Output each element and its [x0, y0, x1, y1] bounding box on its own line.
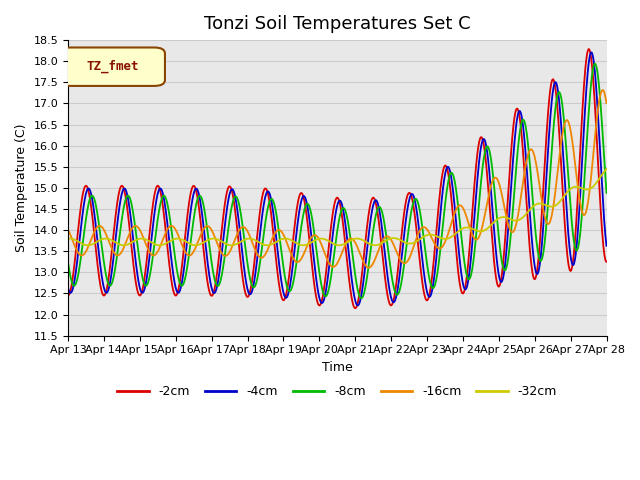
Line: -32cm: -32cm [68, 169, 607, 245]
-32cm [266, 242, 274, 248]
-32cm [179, 237, 187, 243]
-2cm [585, 46, 593, 52]
-8cm [266, 199, 273, 204]
-8cm [179, 282, 187, 288]
Legend: -2cm, -4cm, -8cm, -16cm, -32cm: -2cm, -4cm, -8cm, -16cm, -32cm [113, 380, 562, 403]
-4cm [432, 259, 440, 265]
Line: -4cm: -4cm [68, 52, 607, 305]
-8cm [95, 221, 102, 227]
Line: -8cm: -8cm [68, 64, 607, 298]
Line: -2cm: -2cm [68, 49, 607, 308]
-16cm [64, 227, 72, 233]
Title: Tonzi Soil Temperatures Set C: Tonzi Soil Temperatures Set C [204, 15, 470, 33]
-8cm [284, 286, 292, 291]
-4cm [266, 191, 273, 196]
-16cm [95, 223, 102, 229]
-8cm [287, 288, 294, 294]
-2cm [603, 259, 611, 264]
Y-axis label: Soil Temperature (C): Soil Temperature (C) [15, 124, 28, 252]
-2cm [64, 293, 72, 299]
-32cm [64, 236, 72, 241]
-16cm [432, 243, 440, 249]
-4cm [64, 285, 72, 291]
-32cm [432, 233, 440, 239]
-32cm [287, 237, 294, 243]
-16cm [603, 100, 611, 106]
-2cm [351, 305, 359, 311]
-2cm [179, 254, 187, 260]
-32cm [284, 236, 292, 242]
-8cm [64, 260, 72, 265]
-4cm [354, 302, 362, 308]
-4cm [287, 280, 294, 286]
-4cm [603, 243, 611, 249]
FancyBboxPatch shape [60, 48, 165, 86]
-8cm [591, 61, 598, 67]
-8cm [432, 278, 440, 284]
-8cm [358, 295, 365, 301]
-2cm [266, 199, 273, 204]
-8cm [603, 190, 611, 196]
-32cm [84, 242, 92, 248]
-16cm [365, 265, 372, 271]
-16cm [599, 87, 607, 93]
-2cm [432, 234, 440, 240]
Text: TZ_fmet: TZ_fmet [86, 60, 139, 73]
X-axis label: Time: Time [322, 361, 353, 374]
-4cm [284, 293, 292, 299]
Line: -16cm: -16cm [68, 90, 607, 268]
-32cm [95, 238, 103, 243]
-16cm [266, 242, 273, 248]
-16cm [287, 249, 294, 255]
-4cm [588, 49, 595, 55]
-4cm [95, 251, 102, 256]
-4cm [179, 273, 187, 279]
-32cm [603, 166, 611, 172]
-2cm [95, 273, 102, 278]
-16cm [284, 242, 292, 248]
-16cm [179, 244, 187, 250]
-2cm [284, 283, 292, 289]
-2cm [287, 262, 294, 268]
